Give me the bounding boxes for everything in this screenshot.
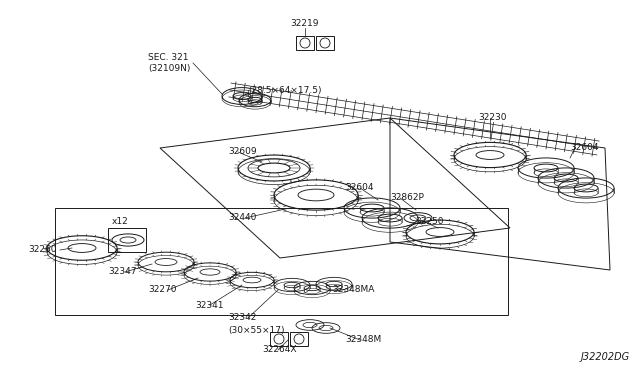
Text: 32230: 32230 — [478, 113, 506, 122]
Text: 32260: 32260 — [28, 246, 56, 254]
Text: J32202DG: J32202DG — [581, 352, 630, 362]
Text: 32862P: 32862P — [390, 193, 424, 202]
Text: x12: x12 — [111, 218, 129, 227]
Text: 32270: 32270 — [148, 285, 177, 295]
Text: (32109N): (32109N) — [148, 64, 190, 73]
Text: 32440: 32440 — [228, 214, 257, 222]
Text: (28.5×64×17.5): (28.5×64×17.5) — [248, 86, 321, 94]
Text: 32342: 32342 — [228, 314, 257, 323]
Text: 32264X: 32264X — [262, 346, 296, 355]
Text: 32250: 32250 — [415, 218, 444, 227]
Text: (30×55×17): (30×55×17) — [228, 326, 285, 334]
Text: 32219: 32219 — [291, 19, 319, 28]
Text: 32604: 32604 — [570, 144, 598, 153]
Text: 32347: 32347 — [108, 267, 136, 276]
Text: 32348M: 32348M — [345, 336, 381, 344]
Text: 32341: 32341 — [195, 301, 223, 310]
Text: 32604: 32604 — [345, 183, 374, 192]
Text: 32609: 32609 — [228, 148, 257, 157]
Text: SEC. 321: SEC. 321 — [148, 54, 189, 62]
Text: 32348MA: 32348MA — [332, 285, 374, 295]
